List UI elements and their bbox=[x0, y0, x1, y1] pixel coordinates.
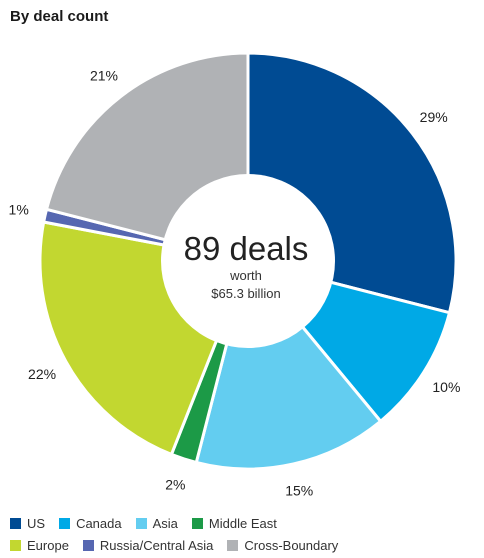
legend-label: Canada bbox=[76, 515, 122, 531]
legend-label: US bbox=[27, 515, 46, 531]
legend-label: Asia bbox=[152, 515, 178, 531]
chart-title: By deal count bbox=[10, 8, 109, 25]
legend: US Canada Asia Middle East Europe Russia/Cen… bbox=[10, 512, 480, 556]
legend-swatch bbox=[10, 517, 21, 529]
legend-item: Middle East bbox=[191, 515, 277, 531]
legend-label: Cross-Boundary bbox=[244, 537, 339, 553]
slice-value-label: 29% bbox=[420, 109, 448, 125]
legend-row: US Canada Asia Middle East bbox=[10, 512, 480, 534]
legend-item: Europe bbox=[10, 538, 69, 553]
legend-swatch bbox=[135, 517, 147, 529]
legend-swatch bbox=[191, 517, 203, 529]
legend-swatch bbox=[10, 539, 21, 551]
legend-label: Europe bbox=[27, 537, 69, 553]
legend-item: Cross-Boundary bbox=[227, 538, 338, 553]
legend-swatch bbox=[82, 539, 94, 551]
legend-label: Middle East bbox=[208, 515, 277, 531]
donut-slices bbox=[38, 51, 458, 471]
slice-value-label: 10% bbox=[432, 379, 460, 395]
legend-item: Canada bbox=[59, 516, 122, 531]
slice-value-label: 21% bbox=[90, 67, 118, 83]
center-line-value: $65.3 billion bbox=[211, 286, 280, 301]
slice-value-label: 22% bbox=[28, 366, 56, 382]
legend-swatch bbox=[59, 517, 71, 529]
legend-item: US bbox=[10, 516, 45, 531]
legend-item: Russia/Central Asia bbox=[82, 537, 214, 553]
center-main-text: 89 deals bbox=[184, 230, 309, 267]
center-line-worth: worth bbox=[229, 268, 262, 283]
slice-labels: 29% 10% 15% 2% 22% 1% 21% bbox=[9, 67, 461, 498]
legend-item: Asia bbox=[135, 515, 178, 531]
legend-swatch bbox=[227, 539, 239, 551]
slice-value-label: 2% bbox=[165, 476, 185, 492]
donut-hole bbox=[161, 174, 335, 348]
legend-row: Europe Russia/Central Asia Cross-Boundary bbox=[10, 534, 480, 556]
slice-value-label: 1% bbox=[9, 202, 29, 218]
slice-value-label: 15% bbox=[285, 482, 313, 498]
legend-label: Russia/Central Asia bbox=[99, 537, 214, 553]
